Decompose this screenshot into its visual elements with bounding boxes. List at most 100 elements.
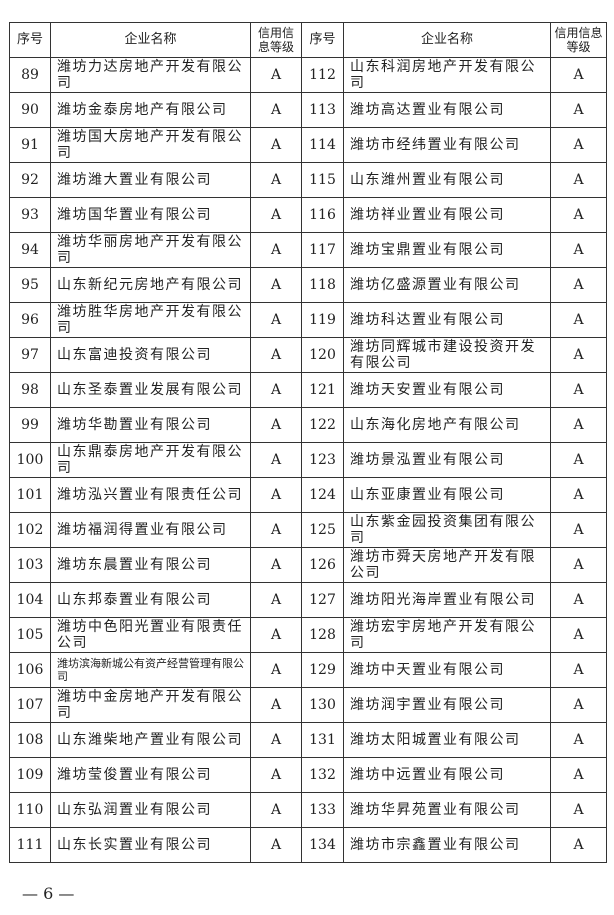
company-name: 潍坊滨海新城公有资产经营管理有限公司 [50, 652, 251, 688]
row-number: 122 [301, 407, 344, 443]
credit-grade: A [250, 302, 302, 338]
row-number: 104 [9, 582, 51, 618]
company-name: 潍坊泓兴置业有限责任公司 [50, 477, 251, 513]
row-number: 119 [301, 302, 344, 338]
company-name: 潍坊润宇置业有限公司 [343, 687, 551, 723]
credit-grade: A [250, 477, 302, 513]
table-row: 100 山东鼎泰房地产开发有限公司 A 123 潍坊景泓置业有限公司 A [9, 442, 607, 478]
company-name: 潍坊中色阳光置业有限责任公司 [50, 617, 251, 653]
header-cell: 信用信息等级 [550, 22, 607, 58]
company-name: 山东新纪元房地产有限公司 [50, 267, 251, 303]
company-name: 潍坊中天置业有限公司 [343, 652, 551, 688]
credit-grade: A [250, 617, 302, 653]
table-row: 93 潍坊国华置业有限公司 A 116 潍坊祥业置业有限公司 A [9, 197, 607, 233]
credit-grade: A [550, 92, 607, 128]
credit-grade: A [550, 267, 607, 303]
company-name: 潍坊宏宇房地产开发有限公司 [343, 617, 551, 653]
row-number: 133 [301, 792, 344, 828]
row-number: 115 [301, 162, 344, 198]
credit-grade: A [550, 162, 607, 198]
table-row: 104 山东邦泰置业有限公司 A 127 潍坊阳光海岸置业有限公司 A [9, 582, 607, 618]
credit-grade: A [550, 652, 607, 688]
row-number: 105 [9, 617, 51, 653]
credit-grade: A [250, 57, 302, 93]
table-row: 94 潍坊华丽房地产开发有限公司 A 117 潍坊宝鼎置业有限公司 A [9, 232, 607, 268]
table-row: 97 山东富迪投资有限公司 A 120 潍坊同辉城市建设投资开发有限公司 A [9, 337, 607, 373]
row-number: 118 [301, 267, 344, 303]
company-name: 山东科润房地产开发有限公司 [343, 57, 551, 93]
company-name: 山东潍州置业有限公司 [343, 162, 551, 198]
table-row: 102 潍坊福润得置业有限公司 A 125 山东紫金园投资集团有限公司 A [9, 512, 607, 548]
company-name: 潍坊华勘置业有限公司 [50, 407, 251, 443]
row-number: 103 [9, 547, 51, 583]
row-number: 102 [9, 512, 51, 548]
company-name: 潍坊国华置业有限公司 [50, 197, 251, 233]
company-name: 潍坊市经纬置业有限公司 [343, 127, 551, 163]
table-row: 110 山东弘润置业有限公司 A 133 潍坊华昇苑置业有限公司 A [9, 792, 607, 828]
credit-grade: A [250, 687, 302, 723]
row-number: 92 [9, 162, 51, 198]
credit-grade: A [550, 827, 607, 863]
row-number: 97 [9, 337, 51, 373]
company-name: 潍坊东晨置业有限公司 [50, 547, 251, 583]
company-name: 山东潍柴地产置业有限公司 [50, 722, 251, 758]
table-row: 109 潍坊莹俊置业有限公司 A 132 潍坊中远置业有限公司 A [9, 757, 607, 793]
credit-grade: A [550, 57, 607, 93]
credit-grade: A [550, 757, 607, 793]
table-row: 101 潍坊泓兴置业有限责任公司 A 124 山东亚康置业有限公司 A [9, 477, 607, 513]
credit-grade: A [550, 477, 607, 513]
company-name: 潍坊金泰房地产有限公司 [50, 92, 251, 128]
row-number: 117 [301, 232, 344, 268]
row-number: 120 [301, 337, 344, 373]
company-name: 潍坊华丽房地产开发有限公司 [50, 232, 251, 268]
header-cell: 序号 [9, 22, 51, 58]
row-number: 116 [301, 197, 344, 233]
row-number: 125 [301, 512, 344, 548]
row-number: 108 [9, 722, 51, 758]
company-name: 潍坊科达置业有限公司 [343, 302, 551, 338]
table-row: 96 潍坊胜华房地产开发有限公司 A 119 潍坊科达置业有限公司 A [9, 302, 607, 338]
row-number: 134 [301, 827, 344, 863]
company-name: 潍坊市宗鑫置业有限公司 [343, 827, 551, 863]
row-number: 91 [9, 127, 51, 163]
table-row: 103 潍坊东晨置业有限公司 A 126 潍坊市舜天房地产开发有限公司 A [9, 547, 607, 583]
company-name: 山东富迪投资有限公司 [50, 337, 251, 373]
credit-grade: A [250, 232, 302, 268]
credit-grade: A [550, 407, 607, 443]
credit-grade: A [250, 442, 302, 478]
table-row: 90 潍坊金泰房地产有限公司 A 113 潍坊高达置业有限公司 A [9, 92, 607, 128]
credit-grade: A [550, 302, 607, 338]
row-number: 96 [9, 302, 51, 338]
table-row: 107 潍坊中金房地产开发有限公司 A 130 潍坊润宇置业有限公司 A [9, 687, 607, 723]
credit-grade: A [250, 197, 302, 233]
row-number: 98 [9, 372, 51, 408]
header-row: 序号 企业名称 信用信息等级 序号 企业名称 信用信息等级 [9, 22, 607, 58]
credit-grade: A [250, 267, 302, 303]
company-name: 山东紫金园投资集团有限公司 [343, 512, 551, 548]
credit-grade: A [550, 337, 607, 373]
header-cell: 信用信息等级 [250, 22, 302, 58]
row-number: 90 [9, 92, 51, 128]
table-row: 89 潍坊力达房地产开发有限公司 A 112 山东科润房地产开发有限公司 A [9, 57, 607, 93]
company-name: 潍坊宝鼎置业有限公司 [343, 232, 551, 268]
company-name: 潍坊天安置业有限公司 [343, 372, 551, 408]
credit-grade: A [550, 582, 607, 618]
company-name: 潍坊国大房地产开发有限公司 [50, 127, 251, 163]
header-cell: 企业名称 [343, 22, 551, 58]
company-name: 潍坊高达置业有限公司 [343, 92, 551, 128]
row-number: 130 [301, 687, 344, 723]
company-name: 山东亚康置业有限公司 [343, 477, 551, 513]
table-row: 111 山东长实置业有限公司 A 134 潍坊市宗鑫置业有限公司 A [9, 827, 607, 863]
credit-grade: A [250, 337, 302, 373]
company-name: 潍坊力达房地产开发有限公司 [50, 57, 251, 93]
credit-grade: A [250, 127, 302, 163]
company-name: 山东长实置业有限公司 [50, 827, 251, 863]
table-row: 106 潍坊滨海新城公有资产经营管理有限公司 A 129 潍坊中天置业有限公司 A [9, 652, 607, 688]
credit-grade: A [250, 582, 302, 618]
credit-grade: A [250, 407, 302, 443]
row-number: 113 [301, 92, 344, 128]
company-name: 潍坊景泓置业有限公司 [343, 442, 551, 478]
row-number: 129 [301, 652, 344, 688]
row-number: 107 [9, 687, 51, 723]
credit-table: 序号 企业名称 信用信息等级 序号 企业名称 信用信息等级 89 潍坊力达房地产开发有限公司… [9, 22, 607, 863]
